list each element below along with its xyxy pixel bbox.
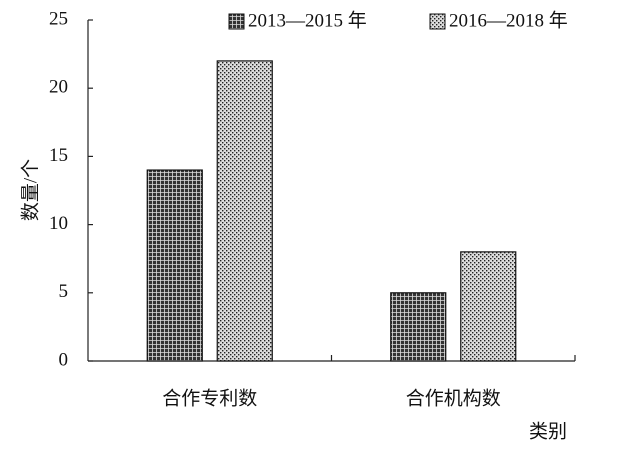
- bar: [146, 169, 203, 362]
- legend-swatch: [429, 13, 446, 30]
- legend-label: 2013—2015 年: [248, 9, 367, 31]
- x-tick-label: 合作专利数: [162, 387, 257, 409]
- x-tick-label: 合作机构数: [406, 387, 501, 409]
- bar: [390, 292, 447, 362]
- y-axis-title: 数量/个: [19, 159, 41, 221]
- legend-swatch: [228, 13, 245, 30]
- bar: [216, 60, 273, 362]
- legend-label: 2016—2018 年: [449, 9, 568, 31]
- y-tick-label: 15: [49, 145, 68, 166]
- y-tick-label: 25: [49, 8, 68, 29]
- x-axis-title: 类别: [529, 420, 567, 442]
- bar: [460, 251, 517, 362]
- y-tick-label: 20: [49, 77, 68, 98]
- y-tick-label: 10: [49, 213, 68, 234]
- y-tick-label: 0: [59, 349, 69, 370]
- y-tick-label: 5: [59, 281, 69, 302]
